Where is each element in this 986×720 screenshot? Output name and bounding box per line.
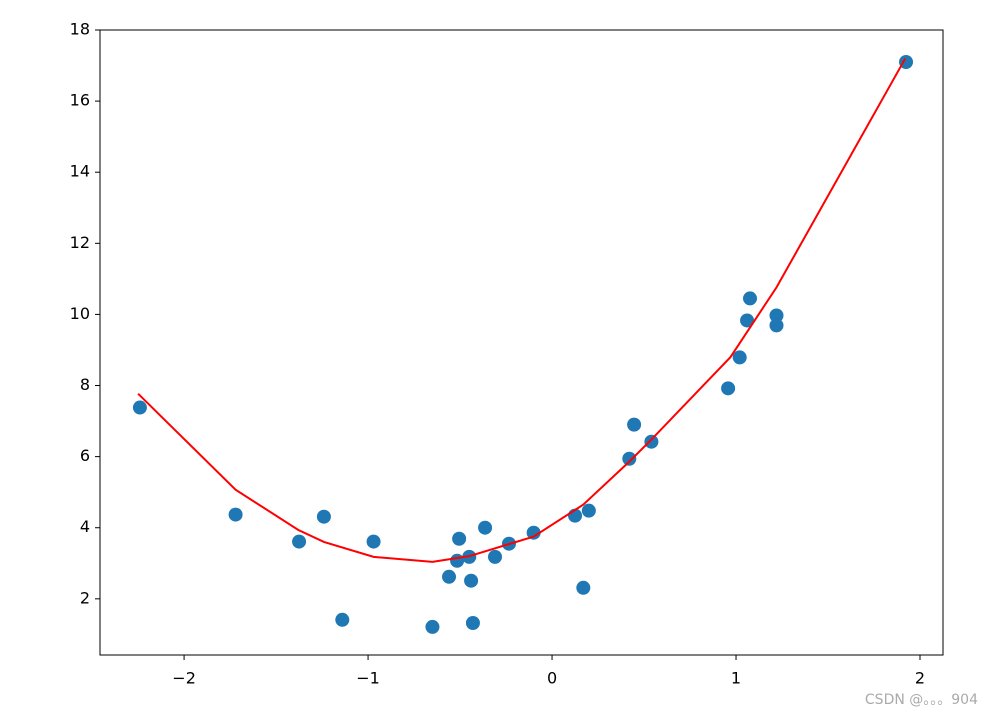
point — [622, 451, 637, 466]
y-tick-label: 4 — [80, 517, 90, 536]
point — [132, 400, 147, 415]
point — [526, 525, 541, 540]
point — [464, 573, 479, 588]
point — [316, 509, 331, 524]
fit-line — [137, 57, 907, 563]
watermark: CSDN @。。。904 — [865, 692, 978, 708]
x-tick-label: 1 — [731, 669, 741, 688]
y-tick-label: 10 — [70, 304, 90, 323]
point — [732, 350, 747, 365]
point — [743, 291, 758, 306]
x-tick-label: 2 — [915, 669, 925, 688]
y-tick-label: 14 — [70, 162, 90, 181]
point — [228, 507, 243, 522]
point — [478, 520, 493, 535]
point — [581, 503, 596, 518]
x-tick-label: 0 — [547, 669, 557, 688]
x-tick-label: −1 — [356, 669, 380, 688]
point — [335, 612, 350, 627]
point — [292, 534, 307, 549]
point — [465, 616, 480, 631]
y-tick-label: 8 — [80, 375, 90, 394]
point — [721, 381, 736, 396]
point — [576, 580, 591, 595]
y-tick-label: 2 — [80, 588, 90, 607]
point — [627, 417, 642, 432]
point — [366, 534, 381, 549]
y-tick-label: 6 — [80, 446, 90, 465]
y-tick-label: 18 — [70, 20, 90, 39]
point — [452, 531, 467, 546]
point — [442, 569, 457, 584]
point — [899, 54, 914, 69]
point — [740, 313, 755, 328]
point — [769, 308, 784, 323]
point — [425, 619, 440, 634]
y-tick-label: 12 — [70, 233, 90, 252]
point — [769, 318, 784, 333]
point — [644, 434, 659, 449]
y-tick-label: 16 — [70, 91, 90, 110]
plot-frame — [99, 29, 944, 656]
x-tick-label: −2 — [172, 669, 196, 688]
point — [488, 549, 503, 564]
point — [450, 553, 465, 568]
